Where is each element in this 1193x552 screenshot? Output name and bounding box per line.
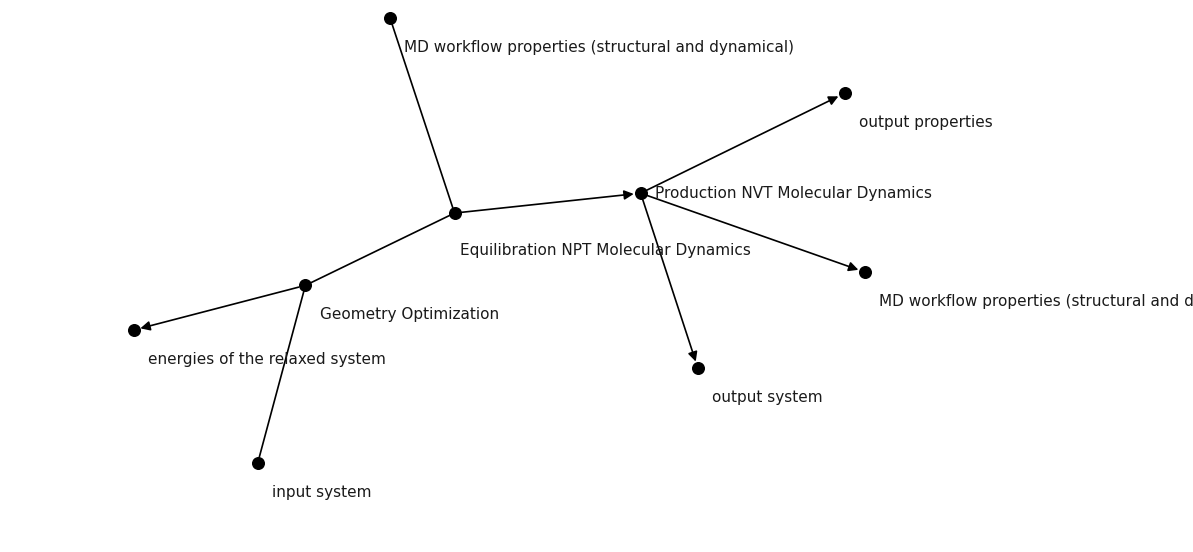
Point: [296, 281, 315, 290]
Point: [248, 459, 267, 468]
Point: [631, 189, 650, 198]
Text: MD workflow properties (structural and dynamical): MD workflow properties (structural and d…: [404, 40, 795, 55]
Text: output properties: output properties: [859, 115, 993, 130]
Text: energies of the relaxed system: energies of the relaxed system: [148, 352, 385, 367]
Text: Production NVT Molecular Dynamics: Production NVT Molecular Dynamics: [655, 185, 932, 201]
Point: [855, 268, 874, 277]
Point: [445, 209, 464, 217]
Point: [381, 14, 400, 23]
Text: Geometry Optimization: Geometry Optimization: [320, 307, 499, 322]
Text: MD workflow properties (structural and dynamical): MD workflow properties (structural and d…: [879, 294, 1193, 309]
Text: input system: input system: [272, 485, 371, 500]
Point: [124, 326, 143, 335]
Point: [835, 89, 854, 98]
Point: [688, 364, 707, 373]
Text: output system: output system: [712, 390, 823, 405]
Text: Equilibration NPT Molecular Dynamics: Equilibration NPT Molecular Dynamics: [460, 243, 752, 258]
